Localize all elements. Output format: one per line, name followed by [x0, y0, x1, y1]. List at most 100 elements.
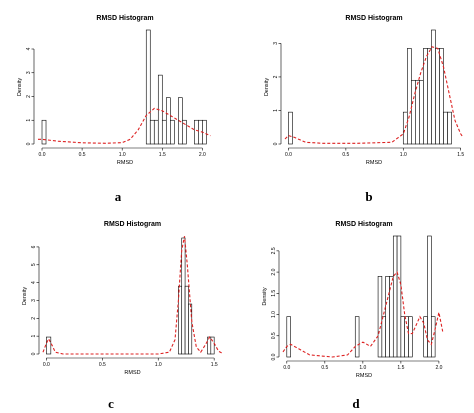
histogram-bar [392, 235, 398, 358]
histogram-panel-d: RMSD Histogram 0.0 0.5 1.0 1.5 2.0 0.0 0.5 1.0 1.… [262, 221, 444, 411]
x-tick-label: 2.0 [199, 152, 206, 158]
density-curve [284, 46, 464, 144]
chart-title: RMSD Histogram [345, 15, 402, 22]
x-tick-label: 1.5 [457, 152, 464, 158]
histogram-bar [41, 119, 47, 145]
x-tick-label: 0.0 [283, 365, 290, 371]
chart-title: RMSD Histogram [335, 221, 392, 228]
x-tick-label: 1.5 [397, 365, 404, 371]
x-tick-label: 1.0 [119, 152, 126, 158]
y-axis-label: Density [22, 287, 28, 306]
histogram-panel-b: RMSD Histogram 0.0 0.5 1.0 1.5 0 1 2 3 RMSD Densit… [264, 15, 464, 204]
x-axis-label: RMSD [366, 160, 382, 166]
histogram-bar [182, 119, 187, 145]
x-tick-label: 0.0 [43, 362, 50, 368]
histogram-bar [419, 79, 424, 145]
x-tick-label: 2.0 [435, 365, 442, 371]
y-tick-label: 0 [273, 142, 279, 145]
panel-letter: b [365, 189, 372, 204]
histogram-bar [411, 79, 416, 145]
y-axis-label: Density [264, 78, 270, 97]
histogram-bar [396, 235, 402, 358]
histogram-bar [181, 237, 186, 355]
x-tick-label: 1.5 [159, 152, 166, 158]
x-tick-label: 0.0 [39, 152, 46, 158]
histogram-panel-a: RMSD Histogram 0.0 0.5 1.0 1.5 2.0 0 1 2 3 4 RMSD De… [17, 15, 211, 204]
histogram-bar [170, 119, 175, 145]
x-tick-label: 0.5 [342, 152, 349, 158]
x-tick-label: 1.0 [155, 362, 162, 368]
histogram-bar [184, 285, 189, 355]
density-curve [38, 107, 211, 144]
histogram-bar [443, 111, 448, 145]
x-tick-label: 1.0 [359, 365, 366, 371]
y-tick-label: 2 [31, 317, 37, 320]
panel-letter: d [352, 396, 360, 411]
histogram-bar [149, 119, 155, 145]
histogram-bar [210, 336, 215, 355]
histogram-bar [381, 316, 386, 358]
histogram-bar [286, 316, 291, 358]
x-tick-label: 0.0 [285, 152, 292, 158]
histogram-bar [439, 48, 444, 145]
y-tick-label: 0 [26, 142, 32, 145]
histogram-bar [431, 316, 436, 358]
histogram-panel-c: RMSD Histogram 0.0 0.5 1.0 1.5 0 1 2 3 4 5 6 RMSD Den… [22, 221, 223, 411]
y-tick-label: 3 [31, 299, 37, 302]
histogram-bar [165, 97, 171, 145]
histogram-bar [46, 336, 52, 355]
y-tick-label: 5 [31, 263, 37, 266]
histogram-bar [153, 119, 159, 145]
y-tick-label: 0.5 [271, 332, 277, 339]
histogram-bar [188, 303, 193, 355]
histogram-bar [385, 276, 390, 358]
histogram-bar [427, 235, 432, 358]
panel-letter: a [115, 189, 122, 204]
panel-letter: c [108, 396, 114, 411]
histogram-bar [407, 48, 412, 145]
density-curve [42, 236, 223, 355]
y-tick-label: 1 [273, 109, 279, 112]
histogram-bar [194, 119, 199, 145]
histogram-bar [435, 48, 440, 145]
histogram-bar [377, 276, 383, 358]
histogram-bar [288, 111, 293, 145]
y-tick-label: 4 [26, 47, 32, 50]
chart-title: RMSD Histogram [96, 15, 153, 22]
x-tick-label: 1.5 [211, 362, 218, 368]
histogram-bar [447, 111, 452, 145]
y-tick-label: 6 [31, 245, 37, 248]
chart-title: RMSD Histogram [104, 221, 161, 228]
x-tick-label: 0.5 [99, 362, 106, 368]
x-tick-label: 0.5 [79, 152, 86, 158]
y-tick-label: 2.0 [271, 268, 277, 275]
histogram-bar [402, 111, 408, 145]
x-axis-label: RMSD [117, 160, 133, 166]
histogram-bar [207, 336, 212, 355]
y-tick-label: 0.0 [271, 353, 277, 360]
y-tick-label: 2 [26, 95, 32, 98]
histogram-bar [400, 316, 405, 358]
x-tick-label: 0.5 [321, 365, 328, 371]
y-tick-label: 1 [26, 119, 32, 122]
x-tick-label: 1.0 [400, 152, 407, 158]
y-tick-label: 2.5 [271, 247, 277, 254]
histogram-bar [161, 119, 167, 145]
histogram-bar [427, 48, 432, 145]
y-tick-label: 3 [26, 71, 32, 74]
y-tick-label: 2 [273, 75, 279, 78]
y-axis-label: Density [17, 78, 23, 97]
histogram-bar [145, 29, 151, 145]
y-tick-label: 1.5 [271, 290, 277, 297]
y-axis-label: Density [262, 287, 268, 306]
histogram-bar [415, 79, 420, 145]
x-axis-label: RMSD [356, 373, 372, 379]
y-tick-label: 4 [31, 281, 37, 284]
y-tick-label: 0 [31, 352, 37, 355]
y-tick-label: 1.0 [271, 311, 277, 318]
x-axis-label: RMSD [124, 370, 140, 376]
y-tick-label: 1 [31, 335, 37, 338]
y-tick-label: 3 [273, 42, 279, 45]
histogram-bar [408, 316, 413, 358]
